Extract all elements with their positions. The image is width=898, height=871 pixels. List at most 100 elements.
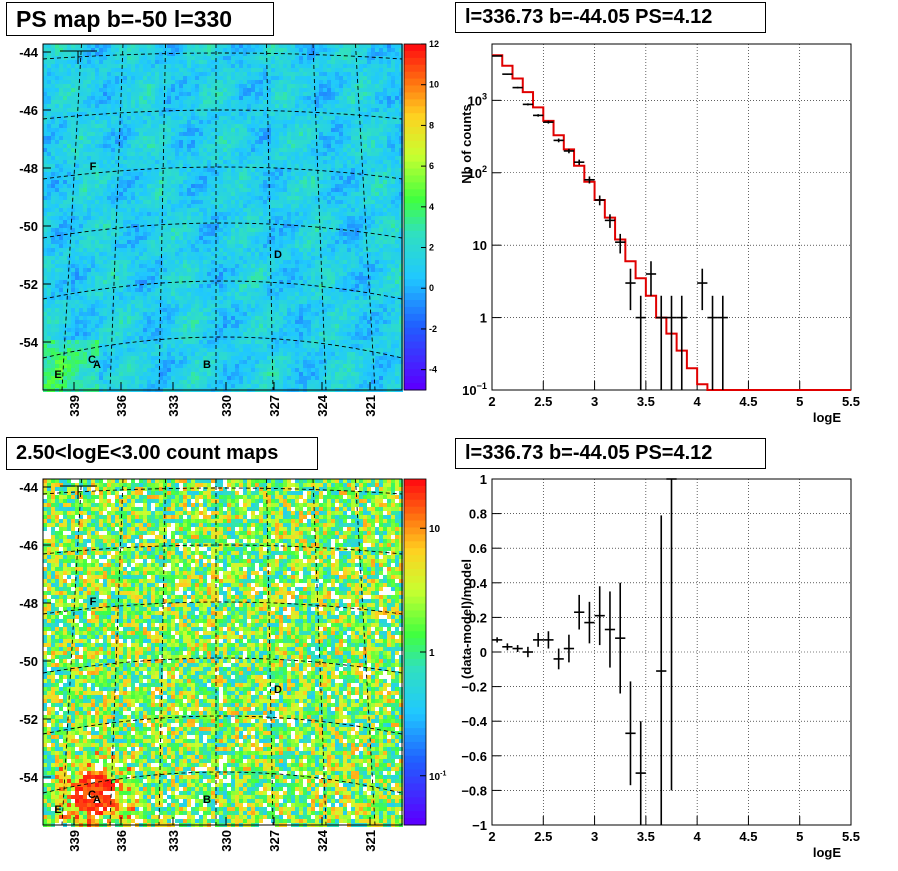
- map-cell: [175, 188, 179, 192]
- map-cell: [243, 68, 247, 72]
- map-cell: [131, 176, 135, 180]
- map-cell: [167, 256, 171, 260]
- map-cell: [343, 132, 347, 136]
- map-cell: [195, 124, 199, 128]
- map-cell: [343, 76, 347, 80]
- map-cell: [43, 52, 47, 56]
- map-cell: [195, 80, 199, 84]
- map-cell: [359, 104, 363, 108]
- map-cell: [327, 124, 331, 128]
- map-cell: [215, 204, 219, 208]
- map-cell: [51, 180, 55, 184]
- map-cell: [251, 148, 255, 152]
- map-cell: [111, 216, 115, 220]
- map-cell: [219, 172, 223, 176]
- map-cell: [63, 156, 67, 160]
- map-cell: [95, 56, 99, 60]
- map-cell: [79, 204, 83, 208]
- map-cell: [59, 112, 63, 116]
- map-cell: [347, 248, 351, 252]
- map-cell: [255, 180, 259, 184]
- map-cell: [191, 68, 195, 72]
- map-cell: [391, 72, 395, 76]
- map-cell: [211, 216, 215, 220]
- map-cell: [159, 116, 163, 120]
- map-cell: [259, 88, 263, 92]
- map-cell: [179, 148, 183, 152]
- map-cell: [303, 56, 307, 60]
- map-cell: [395, 152, 399, 156]
- map-cell: [247, 56, 251, 60]
- map-cell: [147, 204, 151, 208]
- map-cell: [67, 220, 71, 224]
- map-cell: [51, 152, 55, 156]
- map-cell: [207, 136, 211, 140]
- map-cell: [219, 240, 223, 244]
- map-cell: [355, 248, 359, 252]
- map-cell: [391, 76, 395, 80]
- map-cell: [167, 224, 171, 228]
- map-cell: [243, 172, 247, 176]
- map-cell: [75, 176, 79, 180]
- map-cell: [171, 152, 175, 156]
- map-cell: [291, 260, 295, 264]
- map-cell: [195, 204, 199, 208]
- map-cell: [347, 144, 351, 148]
- map-cell: [395, 72, 399, 76]
- map-cell: [291, 180, 295, 184]
- map-cell: [147, 88, 151, 92]
- map-cell: [331, 48, 335, 52]
- map-cell: [55, 92, 59, 96]
- map-cell: [327, 52, 331, 56]
- map-cell: [167, 200, 171, 204]
- map-cell: [75, 148, 79, 152]
- map-cell: [91, 44, 95, 48]
- map-cell: [119, 104, 123, 108]
- map-cell: [87, 108, 91, 112]
- map-cell: [223, 112, 227, 116]
- map-cell: [339, 216, 343, 220]
- map-cell: [103, 52, 107, 56]
- map-cell: [335, 120, 339, 124]
- map-cell: [159, 248, 163, 252]
- map-cell: [387, 44, 391, 48]
- map-cell: [227, 124, 231, 128]
- map-cell: [123, 124, 127, 128]
- map-cell: [71, 216, 75, 220]
- map-cell: [143, 192, 147, 196]
- map-cell: [327, 116, 331, 120]
- map-cell: [55, 244, 59, 248]
- map-cell: [235, 240, 239, 244]
- map-cell: [375, 96, 379, 100]
- map-cell: [391, 236, 395, 240]
- map-cell: [215, 256, 219, 260]
- map-cell: [383, 244, 387, 248]
- map-cell: [359, 156, 363, 160]
- map-cell: [211, 120, 215, 124]
- map-cell: [99, 132, 103, 136]
- map-cell: [251, 64, 255, 68]
- map-cell: [367, 160, 371, 164]
- map-cell: [399, 212, 403, 216]
- map-cell: [51, 144, 55, 148]
- map-cell: [91, 108, 95, 112]
- map-cell: [307, 108, 311, 112]
- map-cell: [103, 172, 107, 176]
- map-cell: [299, 44, 303, 48]
- map-cell: [291, 204, 295, 208]
- map-cell: [127, 160, 131, 164]
- map-cell: [79, 96, 83, 100]
- map-cell: [239, 92, 243, 96]
- map-cell: [107, 60, 111, 64]
- map-cell: [339, 60, 343, 64]
- map-cell: [295, 92, 299, 96]
- map-cell: [55, 152, 59, 156]
- map-cell: [203, 184, 207, 188]
- map-cell: [139, 92, 143, 96]
- map-cell: [207, 252, 211, 256]
- map-cell: [139, 184, 143, 188]
- map-cell: [343, 116, 347, 120]
- map-cell: [147, 132, 151, 136]
- map-cell: [279, 80, 283, 84]
- map-cell: [47, 244, 51, 248]
